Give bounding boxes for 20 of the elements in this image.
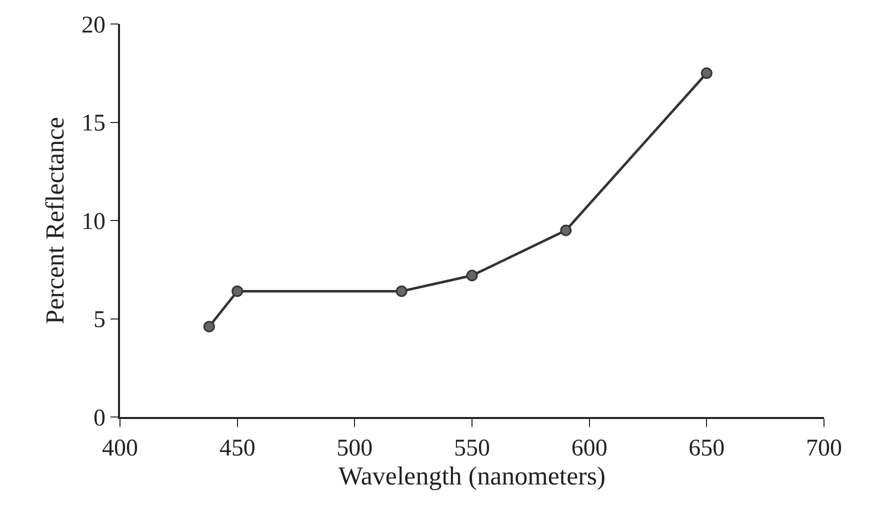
- point: [700, 67, 712, 79]
- x-tick-label: 700: [806, 436, 842, 462]
- point: [232, 285, 244, 297]
- x-tick-label: 600: [571, 436, 608, 462]
- x-axis-title: Wavelength (nanometers): [338, 462, 606, 491]
- point: [560, 224, 572, 236]
- x-tick-label: 550: [454, 436, 490, 462]
- point: [466, 270, 478, 282]
- y-tick-label: 0: [93, 405, 106, 432]
- x-tick-label: 450: [219, 436, 256, 462]
- y-tick-label: 15: [81, 110, 106, 137]
- x-tick-label: 650: [688, 436, 725, 462]
- y-tick-label: 10: [81, 208, 106, 235]
- x-tick-label: 400: [102, 436, 138, 462]
- y-tick-label: 5: [93, 307, 106, 334]
- x-tick-label: 500: [336, 436, 373, 462]
- point: [396, 285, 408, 297]
- point: [203, 320, 215, 332]
- y-axis-title: Percent Reflectance: [40, 116, 70, 324]
- y-tick-label: 20: [81, 12, 106, 38]
